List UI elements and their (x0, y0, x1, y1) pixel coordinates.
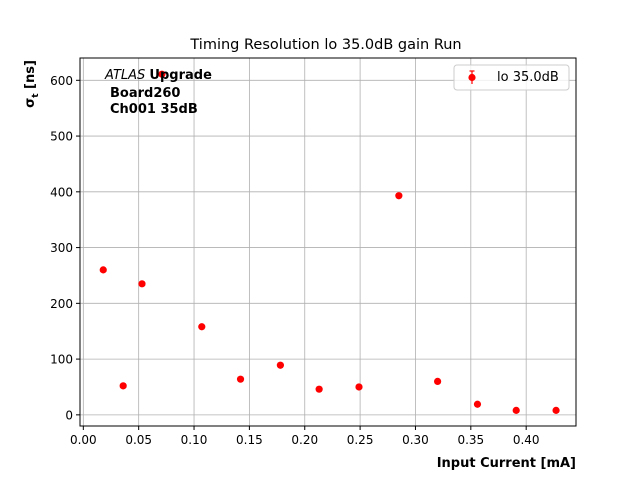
data-point (236, 375, 245, 383)
legend: lo 35.0dB (453, 64, 570, 91)
legend-marker (468, 70, 476, 84)
x-tick-label: 0.35 (457, 433, 484, 447)
x-axis-label: Input Current [mA] (437, 456, 576, 471)
y-axis-ticks: 0 100 200 300 400 500 600 (50, 74, 80, 422)
data-point (138, 280, 146, 288)
y-tick-label: 100 (50, 353, 73, 367)
y-tick-label: 300 (50, 241, 73, 255)
x-tick-label: 0.30 (402, 433, 429, 447)
legend-frame (453, 64, 570, 91)
legend-point (468, 73, 476, 82)
x-tick-label: 0.05 (125, 433, 152, 447)
atlas-label: ATLAS (104, 68, 145, 83)
data-points (99, 70, 560, 414)
y-tick-label: 600 (50, 74, 73, 88)
chart-title: Timing Resolution lo 35.0dB gain Run (189, 37, 461, 53)
x-tick-label: 0.25 (347, 433, 374, 447)
data-point (355, 383, 363, 391)
grid-lines (80, 58, 576, 426)
y-tick-label: 0 (65, 408, 73, 422)
atlas-annotation: ATLAS Upgrade Board260 Ch001 35dB (104, 68, 212, 117)
board-label: Board260 (110, 86, 180, 101)
data-point (158, 70, 166, 78)
x-tick-label: 0.20 (291, 433, 318, 447)
y-axis-label-unit: [ns] (23, 60, 38, 93)
data-point (315, 385, 323, 393)
data-point (512, 406, 520, 414)
y-axis-label-sigma: σ (23, 98, 38, 108)
data-point (276, 361, 284, 369)
upgrade-label: Upgrade (149, 68, 212, 83)
x-tick-label: 0.15 (236, 433, 263, 447)
svg-text:ATLAS Upgrade: ATLAS Upgrade (104, 68, 212, 83)
x-axis-ticks: 0.00 0.05 0.10 0.15 0.20 0.25 0.30 0.35 0.40 (70, 426, 540, 447)
y-tick-label: 200 (50, 297, 73, 311)
channel-label: Ch001 35dB (110, 102, 198, 117)
plot-frame (79, 57, 577, 427)
y-axis-label: σt [ns] (23, 60, 41, 108)
y-tick-label: 500 (50, 130, 73, 144)
y-tick-label: 400 (50, 185, 73, 199)
data-point (473, 400, 482, 408)
data-point (434, 377, 442, 385)
data-point (552, 406, 560, 414)
data-point (395, 192, 403, 200)
data-point (119, 382, 127, 390)
x-tick-label: 0.00 (70, 433, 97, 447)
x-tick-label: 0.40 (513, 433, 540, 447)
data-point (198, 323, 206, 331)
legend-label: lo 35.0dB (497, 70, 559, 85)
data-point (99, 266, 107, 274)
x-tick-label: 0.10 (181, 433, 208, 447)
y-axis-label-subscript: t (31, 93, 41, 98)
